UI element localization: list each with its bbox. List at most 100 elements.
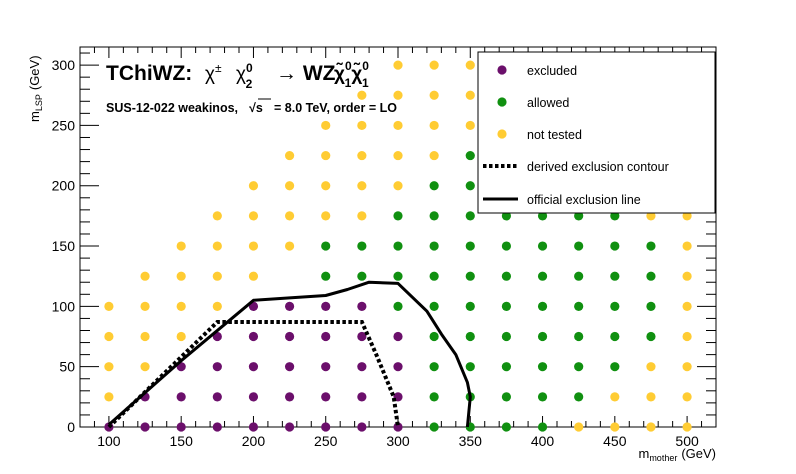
chart-subtitle-analysis: SUS-12-022 weakinos,: [106, 101, 238, 115]
point-allowed: [465, 150, 475, 161]
point-allowed: [501, 362, 512, 372]
point-not-tested: [429, 90, 439, 100]
point-allowed: [574, 301, 584, 311]
y-tick-label: 100: [52, 298, 76, 314]
data-points: [104, 60, 692, 432]
point-allowed: [574, 211, 584, 221]
point-not-tested: [321, 150, 331, 161]
chart-subtitle-energy: = 8.0 TeV, order = LO: [274, 101, 397, 115]
point-allowed: [537, 211, 548, 221]
point-allowed: [610, 241, 620, 251]
point-allowed: [537, 362, 548, 372]
point-allowed: [429, 422, 439, 432]
point-not-tested: [393, 60, 403, 70]
point-not-tested: [357, 181, 367, 191]
point-allowed: [321, 241, 331, 251]
point-allowed: [501, 271, 512, 281]
point-not-tested: [465, 60, 475, 70]
point-not-tested: [104, 362, 114, 372]
x-tick-label: 200: [242, 433, 266, 449]
point-allowed: [646, 271, 656, 281]
point-excluded: [212, 392, 222, 402]
point-not-tested: [248, 211, 259, 221]
point-allowed: [321, 271, 331, 281]
point-not-tested: [104, 301, 114, 311]
point-not-tested: [646, 211, 656, 221]
point-allowed: [465, 181, 475, 191]
point-excluded: [284, 422, 295, 432]
point-allowed: [393, 211, 403, 221]
point-allowed: [429, 331, 439, 342]
x-tick-label: 350: [459, 433, 483, 449]
point-allowed: [501, 211, 512, 221]
point-excluded: [321, 362, 331, 372]
point-not-tested: [357, 211, 367, 221]
point-allowed: [646, 241, 656, 251]
point-not-tested: [429, 60, 439, 70]
point-excluded: [393, 362, 403, 372]
y-tick-label: 300: [52, 57, 76, 73]
point-excluded: [248, 392, 259, 402]
point-allowed: [393, 241, 403, 251]
point-excluded: [357, 301, 367, 311]
point-excluded: [284, 301, 295, 311]
point-excluded: [212, 362, 222, 372]
point-allowed: [429, 241, 439, 251]
legend-marker-excluded: [497, 65, 507, 75]
legend: excluded allowed not tested derived exclusi…: [477, 51, 716, 214]
point-not-tested: [465, 90, 475, 100]
x-tick-label: 100: [97, 433, 121, 449]
point-not-tested: [393, 150, 403, 161]
point-not-tested: [212, 271, 222, 281]
point-allowed: [465, 271, 475, 281]
point-not-tested: [248, 271, 259, 281]
point-allowed: [393, 271, 403, 281]
legend-label-allowed: allowed: [527, 96, 569, 110]
point-allowed: [429, 301, 439, 311]
point-allowed: [537, 301, 548, 311]
point-allowed: [501, 331, 512, 342]
point-not-tested: [104, 331, 114, 342]
point-not-tested: [682, 331, 692, 342]
y-tick-label: 0: [67, 419, 75, 435]
point-not-tested: [393, 181, 403, 191]
point-allowed: [574, 392, 584, 402]
legend-label-excluded: excluded: [527, 64, 577, 78]
x-tick-label: 500: [675, 433, 699, 449]
legend-label-derived-exclusion-contour: derived exclusion contour: [527, 160, 669, 174]
point-not-tested: [682, 241, 692, 251]
point-not-tested: [574, 422, 584, 432]
point-not-tested: [429, 150, 439, 161]
point-not-tested: [176, 241, 186, 251]
point-not-tested: [682, 422, 692, 432]
point-allowed: [610, 362, 620, 372]
point-allowed: [429, 362, 439, 372]
point-not-tested: [176, 271, 186, 281]
point-not-tested: [140, 271, 150, 281]
point-allowed: [537, 392, 548, 402]
point-excluded: [248, 362, 259, 372]
point-excluded: [248, 422, 259, 432]
exclusion-lines: [107, 280, 472, 429]
point-allowed: [429, 211, 439, 221]
point-not-tested: [429, 120, 439, 131]
point-excluded: [176, 422, 186, 432]
point-excluded: [393, 331, 403, 342]
point-allowed: [465, 331, 475, 342]
point-allowed: [646, 301, 656, 311]
point-allowed: [610, 331, 620, 342]
point-not-tested: [357, 120, 367, 131]
point-excluded: [357, 362, 367, 372]
x-tick-label: 300: [386, 433, 410, 449]
point-not-tested: [212, 301, 222, 311]
point-allowed: [465, 211, 475, 221]
point-allowed: [610, 301, 620, 311]
point-excluded: [284, 362, 295, 372]
point-allowed: [465, 362, 475, 372]
point-allowed: [501, 241, 512, 251]
point-not-tested: [646, 422, 656, 432]
derived-exclusion-contour: [107, 320, 400, 429]
point-excluded: [357, 331, 367, 342]
point-not-tested: [682, 362, 692, 372]
point-excluded: [357, 392, 367, 402]
